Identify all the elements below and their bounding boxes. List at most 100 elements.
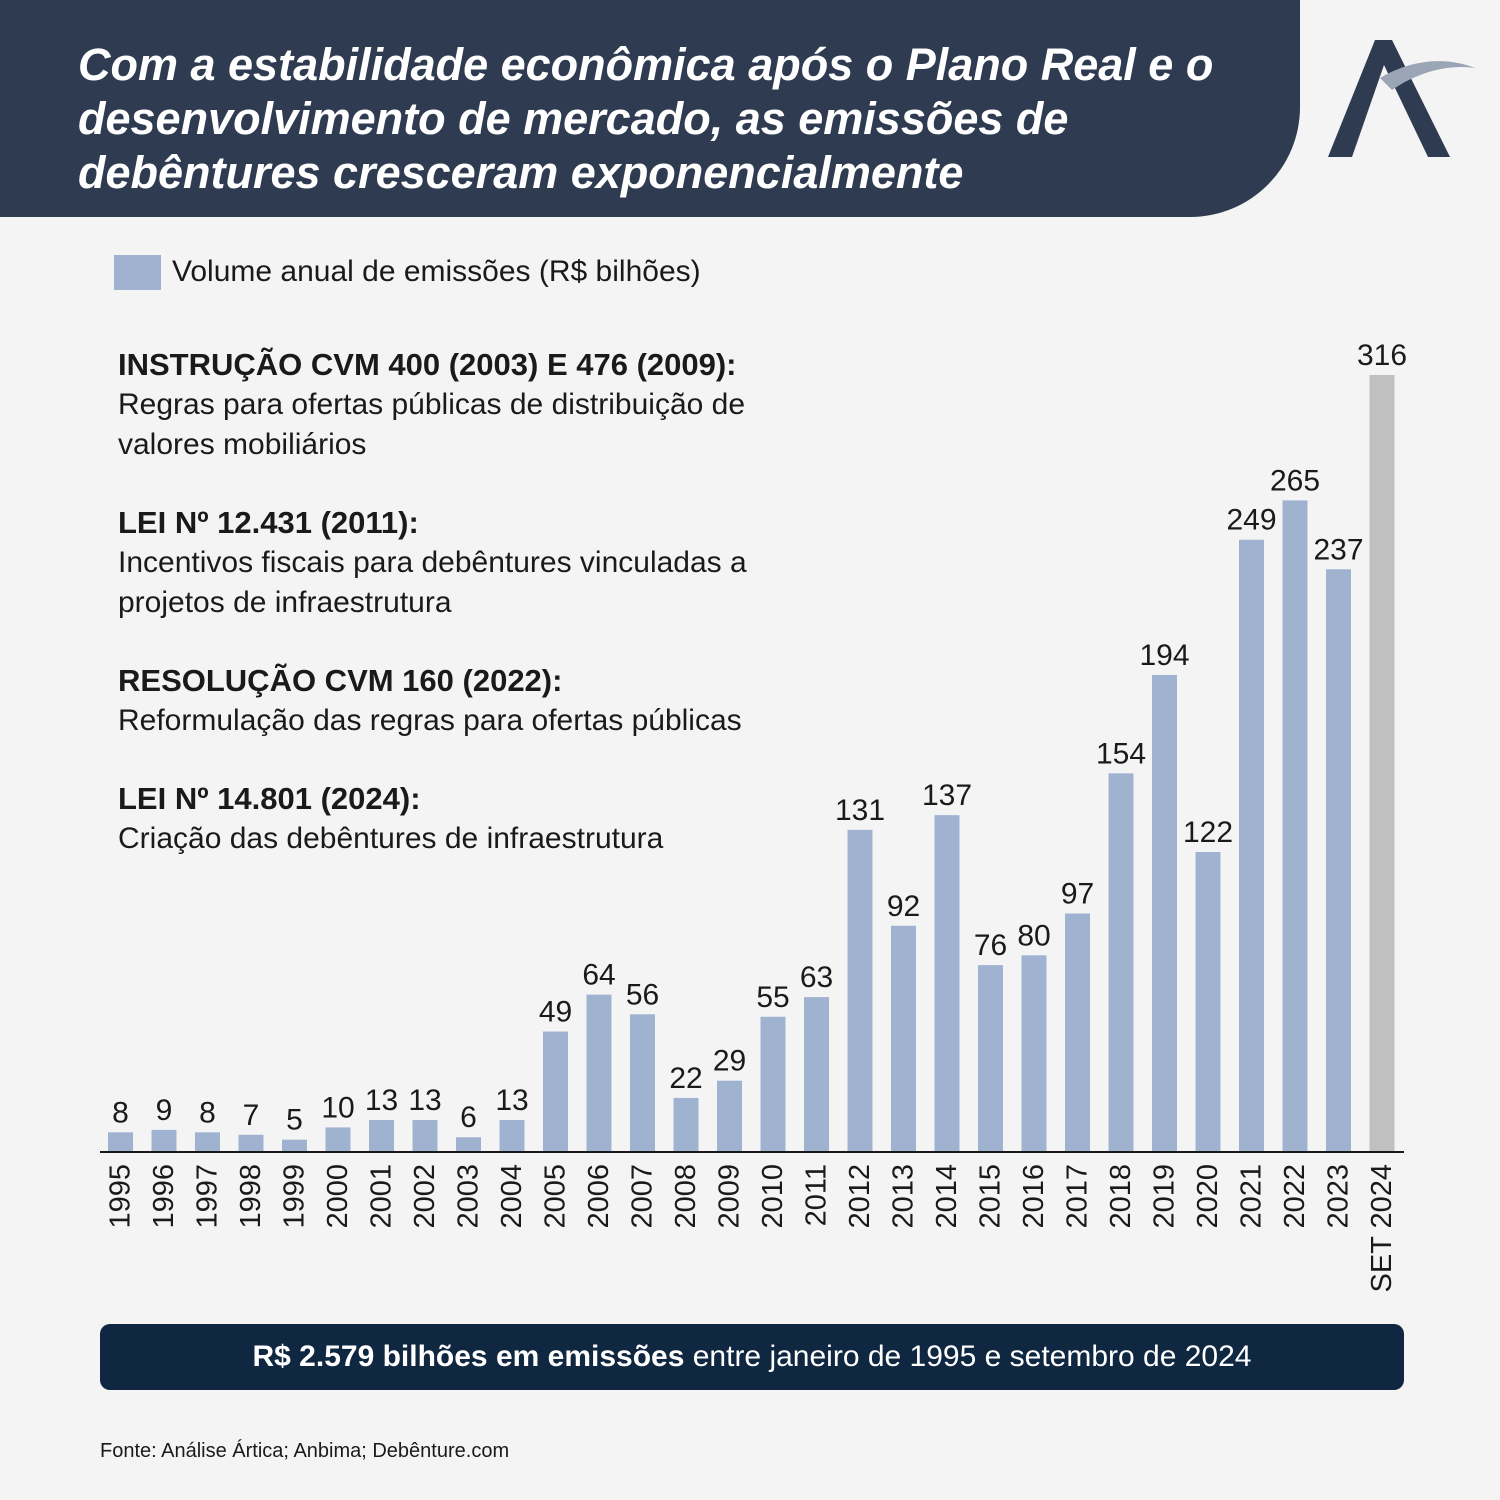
x-tick-label: 2013 xyxy=(888,1164,920,1229)
data-label: 237 xyxy=(1313,533,1363,566)
data-label: 55 xyxy=(756,981,789,1014)
bar-2004 xyxy=(499,1120,525,1152)
x-tick-label: 2011 xyxy=(801,1164,833,1226)
note-cvm-400: INSTRUÇÃO CVM 400 (2003) E 476 (2009): R… xyxy=(118,345,838,465)
x-tick-label: 2005 xyxy=(540,1164,572,1229)
bar-2009 xyxy=(717,1080,742,1152)
x-tick-label: 1995 xyxy=(105,1164,137,1229)
data-label: 80 xyxy=(1017,919,1050,952)
legend-label: Volume anual de emissões (R$ bilhões) xyxy=(172,255,701,288)
x-tick-label: 1999 xyxy=(279,1164,311,1229)
data-label: 13 xyxy=(408,1084,441,1117)
data-label: 122 xyxy=(1183,816,1233,849)
data-label: 131 xyxy=(835,794,885,827)
page-title: Com a estabilidade econômica após o Plan… xyxy=(78,39,1214,198)
legend-swatch xyxy=(114,255,161,290)
x-tick-label: 2015 xyxy=(975,1164,1007,1229)
summary-bold: R$ 2.579 bilhões em emissões xyxy=(252,1340,685,1373)
data-label: 154 xyxy=(1096,737,1146,770)
x-tick-label: 2003 xyxy=(453,1164,485,1229)
x-tick-label: 2008 xyxy=(670,1164,702,1229)
data-label: 97 xyxy=(1061,877,1094,910)
x-tick-label: 2017 xyxy=(1062,1164,1094,1229)
bar-2016 xyxy=(1021,955,1047,1152)
data-label: 249 xyxy=(1226,504,1276,537)
bar-set-2024 xyxy=(1369,375,1395,1152)
note-title: INSTRUÇÃO CVM 400 (2003) E 476 (2009): xyxy=(118,347,737,382)
bar-2001 xyxy=(369,1120,394,1152)
data-label: 8 xyxy=(112,1096,129,1129)
x-tick-label: 2023 xyxy=(1323,1164,1355,1229)
x-tick-label: 1998 xyxy=(235,1164,267,1229)
bar-2000 xyxy=(325,1127,351,1152)
bar-2003 xyxy=(456,1137,481,1152)
data-label: 13 xyxy=(495,1084,528,1117)
bar-2005 xyxy=(543,1031,568,1152)
bar-2018 xyxy=(1108,773,1134,1152)
note-title: LEI Nº 12.431 (2011): xyxy=(118,505,419,540)
note-lei-14801: LEI Nº 14.801 (2024): Criação das debênt… xyxy=(118,779,838,859)
bar-2014 xyxy=(934,815,960,1152)
data-label: 29 xyxy=(713,1045,746,1078)
bar-2010 xyxy=(760,1016,786,1152)
bar-2021 xyxy=(1239,539,1264,1152)
summary-rest: entre janeiro de 1995 e setembro de 2024 xyxy=(684,1340,1252,1373)
bar-2007 xyxy=(630,1014,655,1152)
data-label: 9 xyxy=(156,1094,173,1127)
source-note: Fonte: Análise Ártica; Anbima; Debênture… xyxy=(100,1440,510,1462)
data-label: 92 xyxy=(887,890,920,923)
data-label: 137 xyxy=(922,779,972,812)
x-tick-label: 2016 xyxy=(1018,1164,1050,1229)
data-label: 194 xyxy=(1139,639,1189,672)
x-tick-label: 2014 xyxy=(931,1164,963,1229)
x-tick-label: 2019 xyxy=(1149,1164,1181,1229)
bar-2006 xyxy=(586,994,612,1152)
bar-2011 xyxy=(804,997,829,1152)
note-text: Regras para ofertas públicas de distribu… xyxy=(118,388,746,461)
x-tick-label: 2020 xyxy=(1192,1164,1224,1229)
note-cvm-160: RESOLUÇÃO CVM 160 (2022): Reformulação d… xyxy=(118,661,838,741)
x-tick-label: SET 2024 xyxy=(1366,1164,1398,1292)
bar-1995 xyxy=(108,1132,133,1152)
header-banner: Com a estabilidade econômica após o Plan… xyxy=(0,0,1300,217)
bar-2022 xyxy=(1282,500,1308,1153)
data-label: 13 xyxy=(365,1084,398,1117)
bar-chart: 8 1995 9 1996 8 1997 7 1998 5 1999 10 2000 13 2001 13 2… xyxy=(100,339,1407,1292)
note-lei-12431: LEI Nº 12.431 (2011): Incentivos fiscais… xyxy=(118,503,838,623)
x-tick-label: 2018 xyxy=(1105,1164,1137,1229)
x-tick-label: 2007 xyxy=(627,1164,659,1229)
x-tick-label: 2001 xyxy=(366,1164,398,1229)
data-label: 316 xyxy=(1357,339,1407,372)
data-label: 76 xyxy=(974,929,1007,962)
data-label: 64 xyxy=(582,959,615,992)
bar-2020 xyxy=(1195,852,1221,1152)
data-label: 265 xyxy=(1270,464,1320,497)
x-tick-label: 2022 xyxy=(1279,1164,1311,1229)
x-tick-label: 2012 xyxy=(844,1164,876,1229)
regulation-notes: INSTRUÇÃO CVM 400 (2003) E 476 (2009): R… xyxy=(118,345,838,897)
data-label: 8 xyxy=(199,1096,216,1129)
data-label: 5 xyxy=(286,1104,303,1137)
summary-banner: R$ 2.579 bilhões em emissões entre janei… xyxy=(100,1324,1404,1390)
bar-2015 xyxy=(978,965,1003,1152)
bar-2012 xyxy=(847,829,873,1152)
bar-2013 xyxy=(891,925,916,1152)
x-tick-label: 1997 xyxy=(192,1164,224,1229)
x-tick-label: 2002 xyxy=(409,1164,441,1229)
bar-1997 xyxy=(195,1132,220,1152)
data-label: 22 xyxy=(669,1062,702,1095)
bar-2008 xyxy=(673,1097,699,1152)
x-tick-label: 2006 xyxy=(583,1164,615,1229)
x-tick-label: 2021 xyxy=(1236,1164,1268,1229)
data-label: 10 xyxy=(321,1091,354,1124)
x-tick-label: 1996 xyxy=(148,1164,180,1229)
data-label: 63 xyxy=(800,961,833,994)
bar-2019 xyxy=(1152,674,1177,1152)
note-text: Criação das debêntures de infraestrutura xyxy=(118,822,664,855)
x-tick-label: 2009 xyxy=(714,1164,746,1229)
bar-2017 xyxy=(1065,913,1090,1152)
bar-2002 xyxy=(412,1120,438,1152)
bar-2023 xyxy=(1326,569,1351,1152)
data-label: 56 xyxy=(626,978,659,1011)
x-tick-label: 2000 xyxy=(322,1164,354,1229)
